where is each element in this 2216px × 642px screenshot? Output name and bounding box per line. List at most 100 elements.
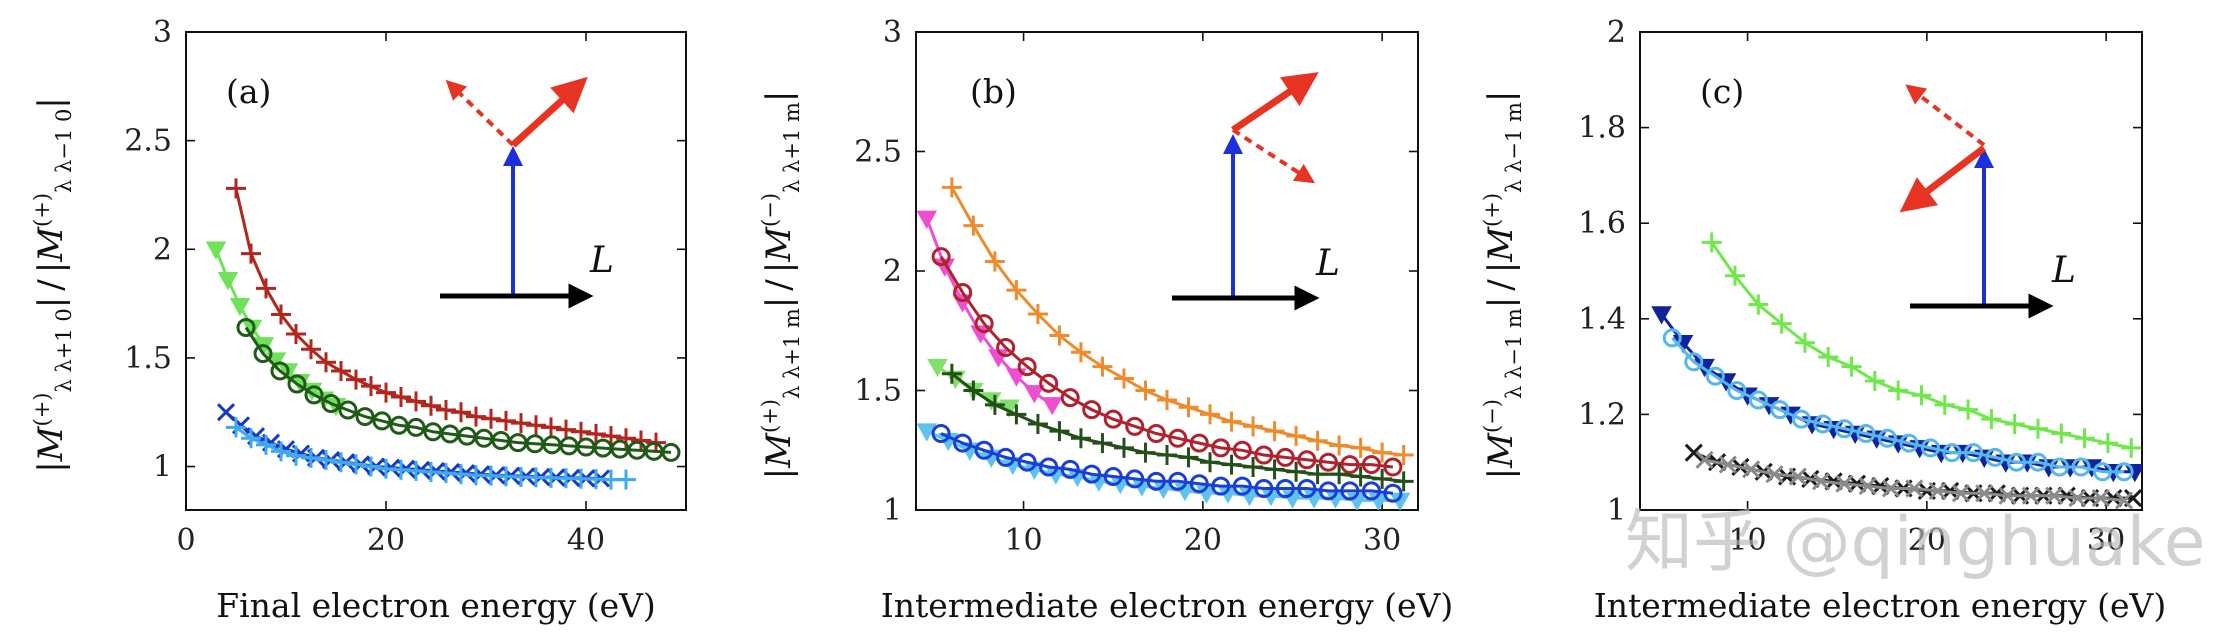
data-point-circle-sky — [1899, 433, 1919, 453]
data-point-circle-sky — [1877, 428, 1897, 448]
watermark: 知乎 @qinghuake — [1625, 503, 2206, 582]
data-point-plus-bright-green — [2121, 437, 2142, 458]
data-point-circle-crimson — [1039, 373, 1059, 393]
data-point-plus-dark-red — [241, 243, 261, 264]
plot-frame-c — [1639, 31, 2143, 511]
data-point-cross-gray — [1881, 479, 1901, 498]
data-point-plus-forest — [1049, 421, 1070, 442]
data-point-plus-orange — [1350, 437, 1371, 458]
data-point-circle-dark-green — [372, 411, 392, 431]
data-point-plus-forest — [1157, 445, 1177, 466]
series-line-triangle-pink — [925, 217, 1054, 407]
data-point-triangle-pink — [916, 210, 938, 229]
y-tick-label: 1 — [883, 493, 902, 528]
data-point-circle-sky — [1791, 409, 1811, 429]
data-point-circle-blue — [1361, 481, 1381, 501]
y-tick-label: 2 — [883, 254, 902, 289]
y-tick-label: 1 — [1607, 493, 1626, 528]
data-point-circle-crimson — [1254, 445, 1274, 465]
data-point-circle-sky — [1770, 400, 1790, 420]
data-point-plus-dark-red — [556, 419, 576, 440]
data-point-plus-bright-green — [2051, 423, 2072, 444]
data-point-plus-forest — [1135, 442, 1156, 463]
x-tick-label: 0 — [176, 523, 195, 558]
data-point-plus-dark-red — [256, 278, 276, 299]
data-point-plus-forest — [1393, 471, 1414, 492]
y-tick-label: 2.5 — [124, 124, 172, 159]
data-point-plus-dark-red — [601, 426, 621, 447]
svg-text:|M(−)λ λ−1 m|/|M(+)λ λ−1 m|: |M(−)λ λ−1 m|/|M(+)λ λ−1 m| — [1480, 91, 1526, 480]
data-point-cross-gray — [1905, 479, 1924, 498]
data-point-cross-gray — [1998, 486, 2017, 505]
data-point-circle-crimson — [1146, 424, 1166, 444]
data-point-plus-bright-green — [1911, 385, 1932, 406]
y-tick-label: 1.6 — [1578, 206, 1626, 241]
data-point-cross-gray — [1951, 484, 1970, 503]
data-point-plus-bright-green — [1818, 347, 1839, 368]
data-point-triangle-mid-green — [927, 358, 948, 378]
data-point-plus-light-blue — [301, 447, 321, 468]
data-point-plus-bright-green — [1771, 313, 1792, 334]
data-point-circle-dark-green — [355, 407, 375, 427]
data-point-plus-bright-green — [1934, 394, 1955, 415]
data-point-plus-forest — [1307, 464, 1328, 485]
data-point-circle-crimson — [1340, 455, 1360, 475]
panel-label-c: (c) — [1700, 72, 1744, 111]
data-point-circle-dark-green — [321, 394, 341, 414]
data-point-plus-dark-red — [391, 387, 411, 408]
data-point-cross-gray — [1788, 467, 1807, 486]
data-point-circle-sky — [2028, 452, 2048, 472]
data-point-circle-crimson — [1082, 400, 1102, 420]
data-point-circle-sky — [1705, 366, 1725, 386]
data-point-plus-bright-green — [1864, 370, 1885, 391]
data-point-plus-bright-green — [1701, 232, 1722, 253]
y-tick-label: 1.5 — [124, 341, 172, 376]
x-tick-label: 20 — [1184, 523, 1222, 558]
red-arrow-icon — [1231, 72, 1319, 133]
data-point-plus-light-blue — [361, 456, 381, 477]
plot-frame-a — [185, 31, 687, 511]
data-point-circle-sky — [1834, 419, 1854, 439]
data-point-circle-blue — [1232, 476, 1252, 496]
data-point-triangle-light-green — [229, 298, 251, 317]
data-point-circle-sky — [2114, 462, 2134, 482]
data-point-circle-crimson — [1383, 457, 1403, 477]
data-point-circle-sky — [1662, 328, 1682, 348]
data-point-cross-gray — [1718, 455, 1737, 474]
x-tick-label: 30 — [1363, 523, 1401, 558]
data-point-triangle-pink — [1024, 385, 1045, 404]
data-point-plus-forest — [1350, 466, 1371, 487]
data-point-circle-sky — [2071, 457, 2091, 477]
series-layer-c — [1651, 232, 2142, 510]
data-point-triangle-navy — [1651, 306, 1672, 325]
plot-area-a: 0 20 40 1 1.5 2 2.5 3 — [124, 15, 687, 558]
y-tick-label: 1.5 — [854, 374, 902, 409]
data-point-plus-dark-red — [361, 376, 381, 397]
data-point-circle-sky — [1856, 424, 1876, 444]
data-point-cross-gray — [2045, 486, 2064, 505]
series-line-circle-crimson — [939, 255, 1394, 469]
data-point-circle-sky — [1963, 443, 1983, 463]
series-line-plus-orange — [950, 186, 1404, 457]
data-point-circle-sky — [2050, 457, 2070, 477]
data-point-plus-dark-red — [286, 324, 306, 345]
data-point-cross-black — [1684, 443, 1703, 462]
data-point-plus-dark-red — [346, 369, 366, 390]
series-line-circle-blue — [940, 432, 1394, 495]
data-point-plus-forest — [1200, 452, 1221, 473]
data-point-circle-dark-green — [304, 385, 324, 405]
data-point-circle-blue — [1168, 471, 1188, 491]
data-point-plus-forest — [984, 394, 1005, 415]
data-point-plus-bright-green — [1794, 332, 1815, 353]
svg-text:|M(+)λ λ+1 m|/|M(−)λ λ+1 m|: |M(+)λ λ+1 m|/|M(−)λ λ+1 m| — [758, 91, 804, 480]
data-point-circle-blue — [1060, 459, 1080, 479]
data-point-cross-gray — [1812, 472, 1831, 491]
data-point-plus-light-blue — [316, 450, 336, 471]
data-point-plus-light-blue — [271, 441, 291, 462]
data-point-circle-crimson — [974, 314, 994, 334]
red-arrow-icon — [1899, 145, 1987, 213]
data-point-cross-gray — [2115, 491, 2134, 510]
data-point-plus-orange — [1049, 325, 1070, 346]
y-tick-label: 1.4 — [1578, 302, 1626, 337]
x-axis-label-c: Intermediate electron energy (eV) — [1594, 586, 2167, 625]
